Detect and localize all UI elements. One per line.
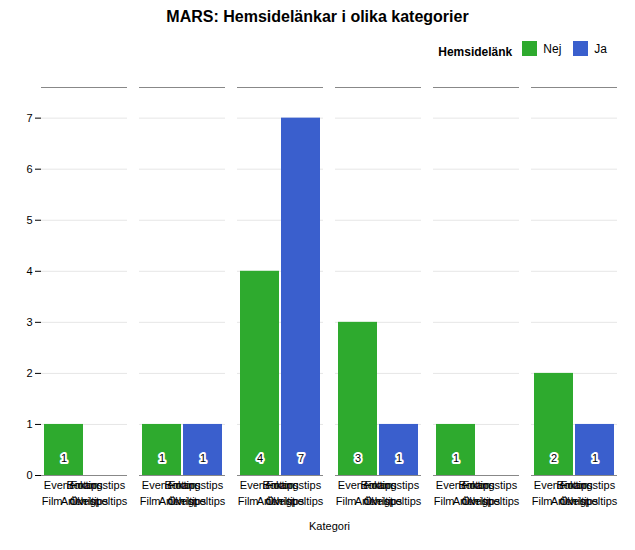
svg-text:0: 0 <box>26 469 32 481</box>
svg-text:1: 1 <box>453 452 459 464</box>
svg-text:Foton: Foton <box>560 479 588 491</box>
svg-text:7: 7 <box>26 112 32 124</box>
svg-text:Övrigt: Övrigt <box>266 495 295 507</box>
svg-text:Övrigt: Övrigt <box>462 495 491 507</box>
svg-text:Artikeltips: Artikeltips <box>257 495 305 507</box>
svg-text:Foton: Foton <box>168 479 196 491</box>
svg-text:1: 1 <box>26 418 32 430</box>
svg-text:Evenemangstips: Evenemangstips <box>240 479 322 491</box>
svg-text:Boktips: Boktips <box>360 479 397 491</box>
svg-text:1: 1 <box>61 452 67 464</box>
html-text:Hemsidelänk: Hemsidelänk <box>438 44 513 59</box>
svg-text:1: 1 <box>200 452 206 464</box>
svg-text:Artikeltips: Artikeltips <box>355 495 403 507</box>
svg-text:5: 5 <box>26 214 32 226</box>
html-text:Nej: Nej <box>543 41 562 56</box>
svg-text:Boktips: Boktips <box>262 479 299 491</box>
svg-text:Foton: Foton <box>462 479 490 491</box>
svg-text:Evenemangstips: Evenemangstips <box>44 479 126 491</box>
svg-text:Artikeltips: Artikeltips <box>453 495 501 507</box>
svg-text:Boktips: Boktips <box>458 479 495 491</box>
svg-text:Evenemangstips: Evenemangstips <box>338 479 420 491</box>
svg-text:Övrigt: Övrigt <box>168 495 197 507</box>
svg-text:7: 7 <box>298 452 304 464</box>
svg-text:4: 4 <box>26 265 32 277</box>
svg-text:Artikeltips: Artikeltips <box>551 495 599 507</box>
svg-text:4: 4 <box>257 452 263 464</box>
svg-text:Boktips: Boktips <box>556 479 593 491</box>
svg-text:Övrigt: Övrigt <box>560 495 589 507</box>
html-text:MARS: Hemsidelänkar i olika ka: MARS: Hemsidelänkar i olika kategorier <box>166 8 469 25</box>
svg-text:3: 3 <box>355 452 361 464</box>
svg-text:Artikeltips: Artikeltips <box>61 495 109 507</box>
svg-text:1: 1 <box>592 452 598 464</box>
svg-text:Foton: Foton <box>266 479 294 491</box>
svg-text:Boktips: Boktips <box>164 479 201 491</box>
svg-text:2: 2 <box>26 367 32 379</box>
svg-text:6: 6 <box>26 163 32 175</box>
html-text:Ja: Ja <box>594 41 607 56</box>
svg-text:Foton: Foton <box>70 479 98 491</box>
svg-text:2: 2 <box>551 452 557 464</box>
svg-text:3: 3 <box>26 316 32 328</box>
svg-text:Evenemangstips: Evenemangstips <box>534 479 616 491</box>
svg-text:Evenemangstips: Evenemangstips <box>436 479 518 491</box>
svg-text:Foton: Foton <box>364 479 392 491</box>
svg-text:Film- och speltips: Film- och speltips <box>140 495 226 507</box>
svg-text:Övrigt: Övrigt <box>364 495 393 507</box>
svg-text:1: 1 <box>159 452 165 464</box>
svg-text:Artikeltips: Artikeltips <box>159 495 207 507</box>
svg-text:Kategori: Kategori <box>309 520 350 532</box>
svg-text:Film- och speltips: Film- och speltips <box>434 495 520 507</box>
svg-text:Boktips: Boktips <box>66 479 103 491</box>
svg-text:Film- och speltips: Film- och speltips <box>238 495 324 507</box>
svg-text:1: 1 <box>396 452 402 464</box>
svg-text:Övrigt: Övrigt <box>70 495 99 507</box>
svg-text:Evenemangstips: Evenemangstips <box>142 479 224 491</box>
svg-text:Film- och speltips: Film- och speltips <box>532 495 618 507</box>
svg-text:Film- och speltips: Film- och speltips <box>42 495 128 507</box>
svg-text:Film- och speltips: Film- och speltips <box>336 495 422 507</box>
